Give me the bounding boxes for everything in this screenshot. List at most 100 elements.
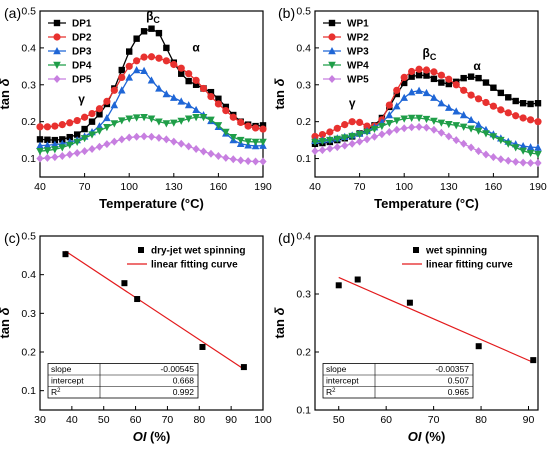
y-tick-label: 0.1 xyxy=(21,153,36,165)
data-point xyxy=(103,113,111,122)
data-point xyxy=(163,44,170,52)
data-point xyxy=(385,127,393,136)
data-point xyxy=(400,115,408,123)
fit-stats-table: slope -0.00545 intercept 0.668 R2 0.992 xyxy=(47,363,199,399)
data-point xyxy=(430,68,438,76)
data-point xyxy=(170,137,178,146)
legend-label: DP2 xyxy=(72,33,92,44)
data-point xyxy=(340,134,349,142)
data-point xyxy=(335,282,342,289)
data-point xyxy=(251,124,260,132)
y-tick-label: 0.4 xyxy=(21,42,36,54)
data-point xyxy=(192,114,200,122)
data-point xyxy=(526,116,535,124)
y-tick-label: 0.1 xyxy=(21,385,36,397)
data-point xyxy=(222,103,230,111)
data-point xyxy=(147,53,156,61)
data-point xyxy=(482,130,490,138)
data-point xyxy=(44,136,51,143)
data-point xyxy=(199,147,208,156)
data-point xyxy=(385,111,394,119)
data-point xyxy=(185,77,192,85)
y-tick-label: 0.3 xyxy=(21,79,36,91)
data-point xyxy=(474,147,483,156)
x-tick-label: 160 xyxy=(210,181,228,193)
data-point xyxy=(489,153,497,162)
data-point xyxy=(519,114,527,122)
table-label: intercept xyxy=(51,376,84,386)
table-value: 0.965 xyxy=(448,387,470,397)
data-point xyxy=(401,79,408,87)
table-value: -0.00545 xyxy=(160,364,194,374)
data-point xyxy=(110,137,118,146)
data-point xyxy=(36,154,44,163)
data-point xyxy=(81,125,88,133)
chart-panel-2: (b) 40 70 100 130 160 190 0.1 0.2 0.3 0.4 0.5 Temper… xyxy=(272,5,547,211)
data-point xyxy=(58,151,66,160)
data-point xyxy=(88,144,96,153)
table-value: -0.00357 xyxy=(435,364,469,374)
data-point xyxy=(103,97,111,105)
data-point xyxy=(229,155,237,164)
legend-label: DP3 xyxy=(72,47,92,58)
data-point xyxy=(222,107,230,115)
data-point xyxy=(415,65,423,73)
data-point xyxy=(43,141,52,149)
data-point xyxy=(534,143,542,151)
data-point xyxy=(354,276,361,283)
data-point xyxy=(133,132,141,141)
x-tick-label: 60 xyxy=(130,414,142,426)
data-point xyxy=(170,60,178,69)
data-point xyxy=(117,86,126,94)
data-point xyxy=(36,123,44,131)
data-point xyxy=(400,93,408,101)
legend-label: DP1 xyxy=(72,19,92,30)
peak-annotation: γ xyxy=(349,96,356,110)
data-point xyxy=(118,66,125,74)
data-point xyxy=(519,147,527,155)
table-frame xyxy=(322,363,474,399)
y-tick-label: 0.3 xyxy=(21,308,36,320)
data-point xyxy=(437,71,445,79)
x-tick-label: 100 xyxy=(395,181,413,193)
legend: dry-jet wet spinning linear fitting curve xyxy=(127,246,245,271)
data-point xyxy=(36,147,44,156)
data-point xyxy=(348,132,356,141)
x-tick-label: 100 xyxy=(120,181,138,193)
data-point xyxy=(66,119,74,127)
data-point xyxy=(207,149,215,158)
data-point xyxy=(497,136,505,145)
data-point xyxy=(497,89,505,97)
data-point xyxy=(475,74,482,82)
data-point xyxy=(459,111,468,119)
data-point xyxy=(140,132,148,141)
legend-marker xyxy=(328,75,336,83)
data-point xyxy=(474,95,483,103)
data-point xyxy=(475,343,482,350)
data-point xyxy=(519,100,527,107)
data-point xyxy=(467,73,475,80)
data-point xyxy=(51,136,59,144)
legend-label: linear fitting curve xyxy=(426,260,513,271)
data-point xyxy=(88,131,96,139)
data-point xyxy=(445,80,452,88)
data-point xyxy=(259,138,267,146)
legend-marker xyxy=(328,19,336,27)
data-point xyxy=(527,100,534,108)
x-tick-label: 100 xyxy=(254,414,272,426)
legend-marker xyxy=(328,61,336,69)
data-point xyxy=(452,81,460,89)
data-point xyxy=(177,139,185,148)
data-point xyxy=(59,136,66,143)
series-line xyxy=(314,126,538,164)
data-point xyxy=(348,139,356,148)
data-point xyxy=(192,144,200,153)
data-point xyxy=(385,119,394,128)
series-WP5 xyxy=(311,122,542,167)
data-point xyxy=(251,157,260,166)
data-point xyxy=(512,97,519,105)
data-point xyxy=(162,90,171,98)
data-point xyxy=(62,251,69,258)
x-tick-label: 30 xyxy=(34,414,46,426)
data-point xyxy=(445,103,453,111)
